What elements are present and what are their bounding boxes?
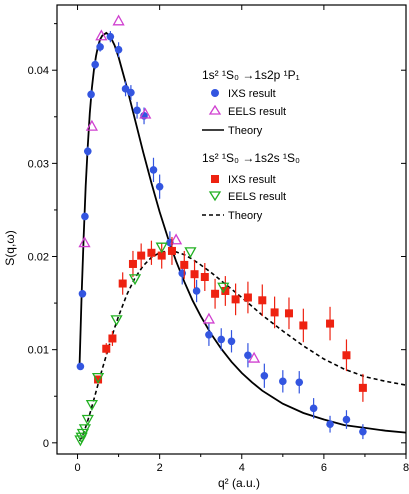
theory-curve-1s2p: [78, 31, 407, 434]
point-1s2p-ixs: [91, 60, 99, 69]
point-1s2p-eels: [112, 14, 125, 26]
point-1s2s-ixs: [108, 334, 117, 343]
point-1s2s-eels: [184, 247, 197, 259]
x-tick-label: 6: [321, 462, 327, 474]
point-1s2p-ixs: [178, 269, 187, 278]
x-tick-label: 2: [157, 462, 163, 474]
point-1s2p-ixs: [326, 420, 334, 428]
y-axis-label: S(q,ω): [3, 230, 17, 265]
point-1s2s-ixs: [270, 308, 279, 317]
x-tick-label: 4: [239, 462, 245, 474]
y-tick-label: 0.01: [28, 345, 49, 357]
legend-theory-1s2s-label: Theory: [228, 210, 263, 222]
point-1s2s-ixs: [118, 279, 127, 288]
point-1s2s-ixs: [157, 251, 166, 260]
point-1s2p-ixs: [279, 377, 287, 386]
point-1s2s-ixs: [147, 248, 156, 257]
x-tick-label: 0: [74, 462, 80, 474]
point-1s2s-ixs: [221, 286, 230, 295]
y-tick-label: 0.04: [28, 65, 49, 77]
point-1s2p-ixs: [83, 147, 92, 156]
point-1s2p-ixs: [217, 335, 226, 344]
point-1s2p-ixs: [342, 415, 351, 424]
point-1s2p-ixs: [96, 43, 104, 51]
point-1s2s-eels: [75, 432, 88, 444]
point-1s2p-ixs: [133, 106, 141, 115]
y-tick-label: 0.02: [28, 252, 49, 264]
y-tick-label: 0: [43, 438, 49, 450]
point-1s2p-eels: [78, 236, 91, 248]
y-tick-label: 0.03: [28, 158, 49, 170]
point-1s2s-ixs: [342, 351, 351, 360]
legend-theory-1s2p-label: Theory: [228, 125, 263, 137]
point-1s2s-ixs: [299, 321, 308, 330]
point-1s2p-ixs: [149, 166, 158, 174]
point-1s2p-eels: [202, 312, 216, 324]
point-1s2p-eels: [247, 351, 261, 363]
point-1s2p-ixs: [227, 337, 236, 346]
point-1s2p-ixs: [260, 371, 269, 380]
point-1s2s-eels: [110, 315, 123, 327]
point-1s2s-ixs: [128, 259, 137, 268]
point-1s2s-eels: [91, 372, 105, 384]
legend-ixs-1s2p-label: IXS result: [228, 88, 276, 100]
point-1s2p-ixs: [121, 85, 130, 93]
point-1s2p-ixs: [114, 45, 123, 54]
point-1s2s-ixs: [326, 319, 335, 328]
axes: 0 2 4 6 8 0 0.01 0.02 0.03 0.04: [28, 4, 409, 474]
point-1s2s-ixs: [358, 383, 367, 392]
point-1s2s-ixs: [137, 251, 146, 260]
legend-eels-1s2s-label: EELS result: [228, 191, 286, 203]
point-1s2p-ixs: [295, 378, 304, 387]
plot-frame: [56, 4, 407, 455]
legend-eels-1s2p-marker: [208, 104, 222, 115]
point-1s2s-ixs: [167, 246, 176, 255]
point-1s2s-eels: [128, 274, 142, 286]
point-1s2s-eels: [217, 282, 230, 294]
point-1s2p-eels: [95, 29, 108, 41]
point-1s2s-eels: [85, 399, 99, 411]
legend-title-1s2s: 1s² ¹S₀ →1s2s ¹S₀: [202, 151, 300, 165]
legend-ixs-1s2p-marker: [211, 89, 219, 97]
point-1s2p-eels: [139, 107, 152, 119]
point-1s2p-ixs: [359, 427, 367, 436]
point-1s2s-ixs: [258, 296, 267, 305]
point-1s2s-ixs: [94, 375, 103, 384]
point-1s2p-ixs: [76, 362, 85, 371]
point-1s2p-ixs: [192, 287, 201, 295]
x-axis-label: q² (a.u.): [218, 476, 260, 490]
point-1s2p-eels: [85, 119, 99, 131]
point-1s2p-ixs: [106, 32, 115, 41]
legend-ixs-1s2s-label: IXS result: [228, 174, 276, 186]
point-1s2p-ixs: [309, 404, 318, 413]
data-markers: [74, 14, 367, 447]
point-1s2p-ixs: [87, 90, 95, 99]
point-1s2p-ixs: [127, 88, 135, 97]
point-1s2s-ixs: [211, 289, 220, 298]
point-1s2s-eels: [81, 414, 94, 426]
x-tick-label: 8: [403, 462, 409, 474]
point-1s2p-ixs: [155, 182, 164, 191]
legend-ixs-1s2s-marker: [211, 175, 219, 183]
point-1s2p-ixs: [244, 351, 252, 360]
legend: 1s² ¹S₀ →1s2p ¹P₁ IXS result EELS result…: [202, 68, 300, 222]
legend-title-1s2p: 1s² ¹S₀ →1s2p ¹P₁: [202, 68, 300, 82]
point-1s2s-ixs: [284, 309, 293, 318]
point-1s2s-ixs: [243, 293, 252, 302]
point-1s2s-ixs: [190, 270, 199, 279]
point-1s2s-ixs: [180, 260, 189, 269]
point-1s2s-ixs: [102, 344, 111, 353]
legend-eels-1s2p-label: EELS result: [228, 106, 286, 118]
legend-eels-1s2s-marker: [208, 191, 222, 202]
point-1s2p-ixs: [78, 289, 87, 298]
point-1s2s-eels: [155, 242, 168, 254]
point-1s2s-eels: [78, 424, 92, 436]
point-1s2p-ixs: [205, 330, 213, 339]
point-1s2s-ixs: [231, 295, 240, 304]
point-1s2p-eels: [169, 233, 183, 245]
point-1s2p-ixs: [81, 212, 89, 221]
point-1s2s-ixs: [200, 273, 209, 282]
